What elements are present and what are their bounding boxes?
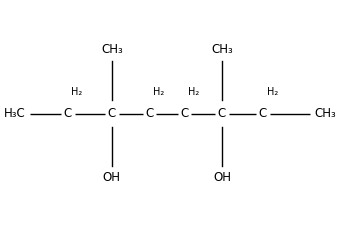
- Text: C: C: [180, 107, 188, 120]
- Text: H₂: H₂: [267, 87, 278, 97]
- Text: C: C: [108, 107, 116, 120]
- Text: CH₃: CH₃: [211, 43, 233, 56]
- Text: OH: OH: [103, 171, 121, 184]
- Text: CH₃: CH₃: [315, 107, 337, 120]
- Text: C: C: [218, 107, 226, 120]
- Text: C: C: [146, 107, 154, 120]
- Text: H₂: H₂: [71, 87, 83, 97]
- Text: CH₃: CH₃: [101, 43, 123, 56]
- Text: C: C: [259, 107, 267, 120]
- Text: C: C: [64, 107, 72, 120]
- Text: H₃C: H₃C: [3, 107, 25, 120]
- Text: H₂: H₂: [188, 87, 199, 97]
- Text: H₂: H₂: [153, 87, 165, 97]
- Text: OH: OH: [213, 171, 231, 184]
